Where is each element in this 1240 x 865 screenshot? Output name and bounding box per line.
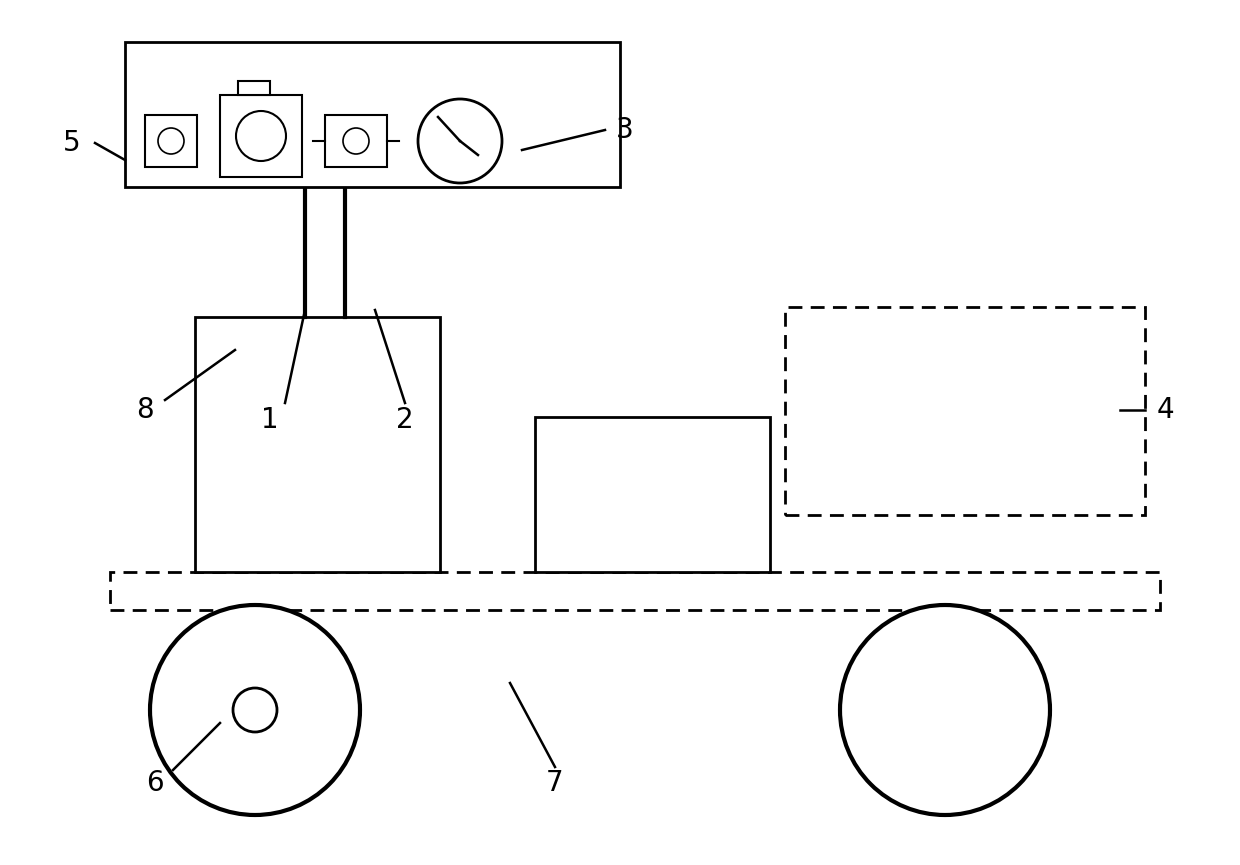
Bar: [238, 81, 270, 95]
Text: 3: 3: [616, 116, 634, 144]
Circle shape: [233, 688, 277, 732]
Bar: [325, 115, 387, 167]
Circle shape: [418, 99, 502, 183]
Bar: [110, 572, 1159, 610]
Bar: [534, 417, 770, 572]
Circle shape: [839, 605, 1050, 815]
Text: 5: 5: [63, 129, 81, 157]
Text: 6: 6: [146, 769, 164, 797]
Bar: [195, 317, 440, 572]
Circle shape: [157, 128, 184, 154]
Bar: [125, 42, 620, 187]
Circle shape: [236, 111, 286, 161]
Text: 4: 4: [1156, 396, 1174, 424]
Text: 7: 7: [546, 769, 564, 797]
Text: 2: 2: [397, 406, 414, 434]
Circle shape: [343, 128, 370, 154]
Bar: [145, 115, 197, 167]
Text: 8: 8: [136, 396, 154, 424]
Bar: [219, 95, 303, 177]
Bar: [785, 307, 1145, 515]
Circle shape: [150, 605, 360, 815]
Text: 1: 1: [262, 406, 279, 434]
Bar: [790, 310, 1140, 510]
